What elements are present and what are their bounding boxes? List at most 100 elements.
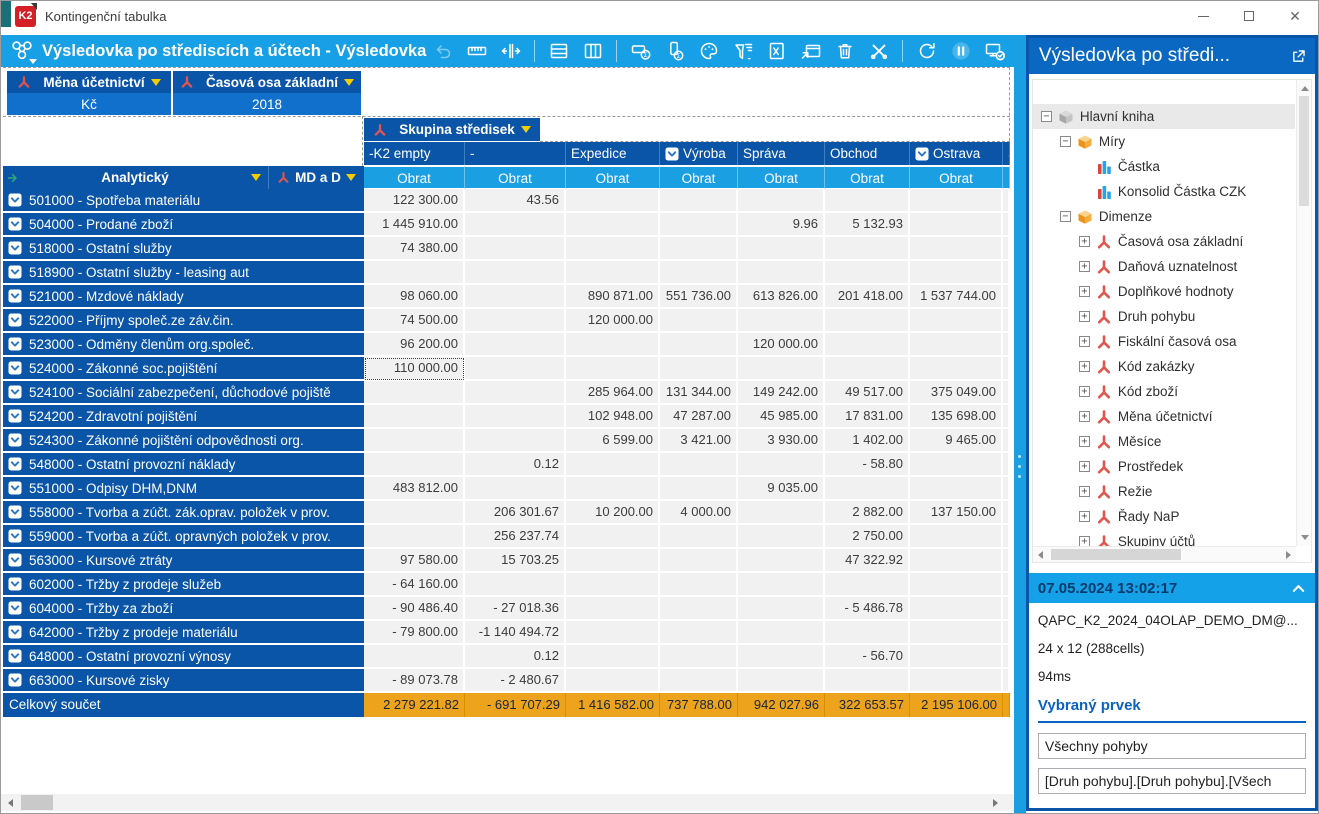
checked-checkbox-icon[interactable] [8, 313, 22, 327]
measure-header[interactable]: Obrat [465, 166, 566, 189]
data-cell[interactable] [566, 453, 660, 477]
measure-header[interactable]: Obrat [910, 166, 1003, 189]
checked-checkbox-icon[interactable] [8, 577, 22, 591]
data-cell[interactable] [1003, 309, 1010, 333]
data-cell[interactable] [465, 261, 566, 285]
column-sum-icon[interactable]: Σ [661, 38, 688, 64]
data-cell[interactable]: 43.56 [465, 189, 566, 213]
data-cell[interactable] [1003, 597, 1010, 621]
collapse-chevron-icon[interactable] [1291, 581, 1306, 596]
close-button[interactable]: ✕ [1272, 1, 1318, 31]
checked-checkbox-icon[interactable] [8, 409, 22, 423]
scroll-left-icon[interactable] [1037, 551, 1043, 559]
data-cell[interactable] [1003, 453, 1010, 477]
row-header[interactable]: 518900 - Ostatní služby - leasing aut [3, 261, 364, 285]
dropdown-icon[interactable] [150, 78, 161, 86]
data-cell[interactable] [465, 237, 566, 261]
tree-item[interactable]: + Prostředek [1033, 454, 1295, 479]
checked-checkbox-icon[interactable] [8, 265, 22, 279]
data-cell[interactable]: 47 287.00 [660, 405, 738, 429]
data-cell[interactable] [465, 477, 566, 501]
data-cell[interactable] [364, 453, 465, 477]
data-cell[interactable] [825, 573, 910, 597]
pivot-menu-dropdown-icon[interactable] [29, 59, 37, 64]
collapse-icon[interactable]: − [1040, 111, 1052, 122]
row-header[interactable]: 548000 - Ostatní provozní náklady [3, 453, 364, 477]
row-header[interactable]: 648000 - Ostatní provozní výnosy [3, 645, 364, 669]
scroll-right-icon[interactable] [1286, 551, 1291, 559]
send-to-window-icon[interactable] [797, 38, 824, 64]
data-cell[interactable]: 135 698.00 [910, 405, 1003, 429]
data-cell[interactable] [364, 645, 465, 669]
data-cell[interactable] [910, 549, 1003, 573]
measure-header[interactable]: Obrat [825, 166, 910, 189]
palette-icon[interactable] [695, 38, 722, 64]
collapse-icon[interactable]: − [1059, 136, 1071, 147]
data-cell[interactable]: 49 517.00 [825, 381, 910, 405]
checked-checkbox-icon[interactable] [8, 361, 22, 375]
row-header[interactable]: 501000 - Spotřeba materiálu [3, 189, 364, 213]
refresh-icon[interactable] [913, 38, 940, 64]
data-cell[interactable] [1003, 189, 1010, 213]
data-cell[interactable] [738, 597, 825, 621]
data-cell[interactable] [660, 525, 738, 549]
data-cell[interactable] [738, 621, 825, 645]
tree-item[interactable]: + Kód zboží [1033, 379, 1295, 404]
row-header[interactable]: 522000 - Příjmy společ.ze záv.čin. [3, 309, 364, 333]
expand-icon[interactable]: + [1078, 486, 1090, 497]
data-cell[interactable] [660, 597, 738, 621]
data-cell[interactable] [738, 237, 825, 261]
total-cell[interactable]: 942 027.96 [738, 693, 825, 717]
data-cell[interactable] [566, 333, 660, 357]
tree-item[interactable]: + Skupiny účtů [1033, 529, 1295, 554]
data-cell[interactable]: 10 200.00 [566, 501, 660, 525]
data-cell[interactable] [364, 381, 465, 405]
data-cell[interactable]: 0.12 [465, 645, 566, 669]
data-cell[interactable] [566, 549, 660, 573]
data-cell[interactable]: 102 948.00 [566, 405, 660, 429]
row-sum-icon[interactable]: Σ [627, 38, 654, 64]
open-in-window-icon[interactable] [1290, 48, 1307, 65]
data-cell[interactable] [465, 309, 566, 333]
data-cell[interactable] [1003, 501, 1010, 525]
data-cell[interactable] [825, 261, 910, 285]
data-cell[interactable] [566, 477, 660, 501]
data-cell[interactable] [1003, 213, 1010, 237]
total-cell[interactable] [1003, 693, 1010, 717]
data-cell[interactable] [910, 237, 1003, 261]
tree-vertical-scrollbar[interactable] [1296, 80, 1311, 546]
data-cell[interactable]: 47 322.92 [825, 549, 910, 573]
filter-header[interactable]: Časová osa základní [173, 71, 361, 93]
column-header[interactable]: Správa [738, 142, 825, 165]
data-cell[interactable] [825, 357, 910, 381]
data-cell[interactable]: 483 812.00 [364, 477, 465, 501]
tree-item[interactable]: + Druh pohybu [1033, 304, 1295, 329]
data-cell[interactable] [910, 309, 1003, 333]
data-cell[interactable]: 1 402.00 [825, 429, 910, 453]
data-cell[interactable] [738, 189, 825, 213]
tree-item[interactable]: + Měsíce [1033, 429, 1295, 454]
data-cell[interactable] [1003, 237, 1010, 261]
scrollbar-thumb[interactable] [1299, 96, 1309, 206]
expand-icon[interactable]: + [1078, 361, 1090, 372]
data-cell[interactable]: - 5 486.78 [825, 597, 910, 621]
data-cell[interactable]: 4 000.00 [660, 501, 738, 525]
data-cell[interactable] [910, 213, 1003, 237]
row-header[interactable]: 663000 - Kursové zisky [3, 669, 364, 693]
data-cell[interactable] [825, 669, 910, 693]
undo-icon[interactable] [429, 38, 456, 64]
data-cell[interactable] [910, 333, 1003, 357]
total-cell[interactable]: 322 653.57 [825, 693, 910, 717]
data-cell[interactable] [1003, 285, 1010, 309]
data-cell[interactable] [660, 645, 738, 669]
expand-icon[interactable]: + [1078, 236, 1090, 247]
data-cell[interactable]: 122 300.00 [364, 189, 465, 213]
tree-horizontal-scrollbar[interactable] [1032, 546, 1296, 562]
data-cell[interactable]: 98 060.00 [364, 285, 465, 309]
data-cell[interactable] [738, 357, 825, 381]
data-cell[interactable] [465, 381, 566, 405]
data-cell[interactable] [364, 501, 465, 525]
row-header[interactable]: 558000 - Tvorba a zúčt. zák.oprav. polož… [3, 501, 364, 525]
data-cell[interactable] [738, 261, 825, 285]
data-cell[interactable]: - 90 486.40 [364, 597, 465, 621]
